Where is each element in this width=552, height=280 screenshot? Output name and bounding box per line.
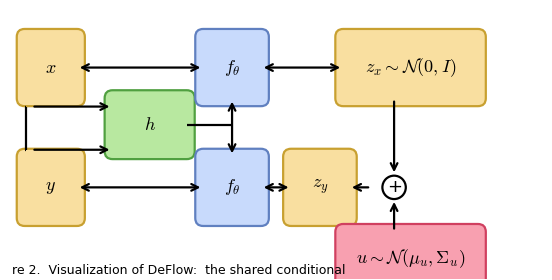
FancyBboxPatch shape <box>105 90 195 159</box>
Text: $f_\theta$: $f_\theta$ <box>224 58 240 78</box>
Text: $u \sim \mathcal{N}(\mu_u, \Sigma_u)$: $u \sim \mathcal{N}(\mu_u, \Sigma_u)$ <box>356 247 465 270</box>
Text: re 2.  Visualization of DeFlow:  the shared conditional: re 2. Visualization of DeFlow: the share… <box>12 263 346 277</box>
FancyBboxPatch shape <box>17 149 85 226</box>
Text: $+$: $+$ <box>386 178 402 196</box>
Text: $x$: $x$ <box>45 59 56 76</box>
Text: $y$: $y$ <box>45 178 56 196</box>
Circle shape <box>383 176 406 199</box>
Text: $z_x \sim \mathcal{N}(0, I)$: $z_x \sim \mathcal{N}(0, I)$ <box>365 56 456 79</box>
FancyBboxPatch shape <box>283 149 357 226</box>
Text: $f_\theta$: $f_\theta$ <box>224 177 240 197</box>
FancyBboxPatch shape <box>335 29 486 106</box>
FancyBboxPatch shape <box>335 224 486 280</box>
FancyBboxPatch shape <box>195 149 269 226</box>
Text: $h$: $h$ <box>144 116 156 134</box>
FancyBboxPatch shape <box>17 29 85 106</box>
FancyBboxPatch shape <box>195 29 269 106</box>
Text: $z_y$: $z_y$ <box>312 178 328 197</box>
